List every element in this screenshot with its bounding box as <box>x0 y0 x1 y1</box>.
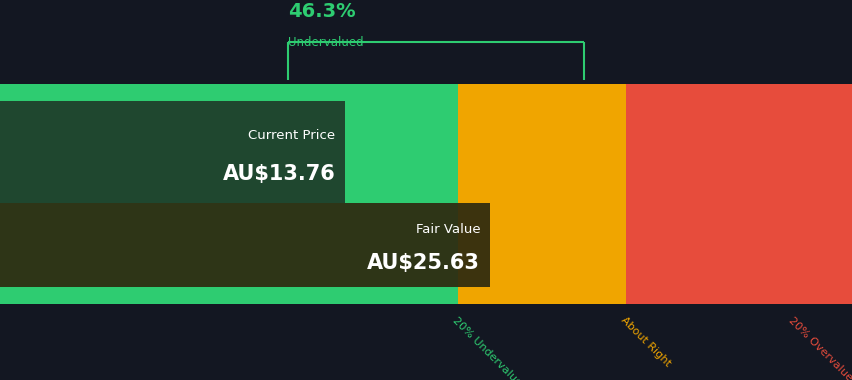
Text: Fair Value: Fair Value <box>415 223 480 236</box>
Bar <box>0 84 458 101</box>
Bar <box>625 84 852 304</box>
Bar <box>0 287 458 304</box>
Bar <box>0 101 345 203</box>
Bar <box>0 84 458 304</box>
Text: 20% Overvalued: 20% Overvalued <box>786 315 852 380</box>
Text: Undervalued: Undervalued <box>288 36 364 49</box>
Bar <box>458 84 625 304</box>
Text: AU$25.63: AU$25.63 <box>367 253 480 273</box>
Text: About Right: About Right <box>619 315 672 369</box>
Bar <box>0 203 490 287</box>
Text: Current Price: Current Price <box>248 129 335 142</box>
Text: AU$13.76: AU$13.76 <box>222 164 335 184</box>
Text: 20% Undervalued: 20% Undervalued <box>451 315 528 380</box>
Text: 46.3%: 46.3% <box>288 2 355 21</box>
